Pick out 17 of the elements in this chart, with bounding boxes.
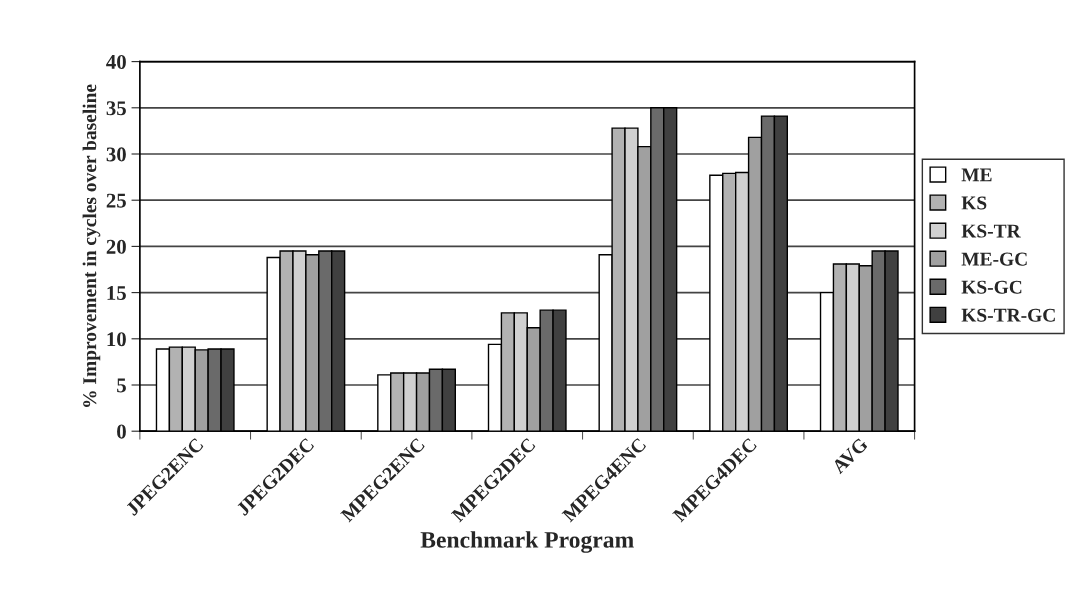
legend-label: KS-TR (961, 224, 1021, 238)
y-tick-label: 5 (117, 378, 126, 393)
legend-label: ME-GC (961, 252, 1027, 266)
y-tick-label: 30 (106, 147, 126, 162)
y-tick-label: 10 (107, 332, 126, 347)
legend-label: ME (961, 168, 992, 182)
y-tick-label: 15 (107, 286, 126, 301)
y-tick-label: 20 (106, 239, 126, 254)
y-tick-label: 35 (106, 101, 126, 116)
legend-label: KS (961, 196, 987, 210)
y-tick-label: 0 (117, 424, 126, 439)
y-tick-label: 25 (106, 193, 126, 208)
y-axis-title: % Improvement in cycles over baseline (82, 84, 101, 407)
x-axis-title: Benchmark Program (420, 531, 634, 553)
legend-label: KS-TR-GC (961, 308, 1055, 322)
y-tick-label: 40 (106, 54, 126, 70)
legend-label: KS-GC (961, 280, 1022, 294)
